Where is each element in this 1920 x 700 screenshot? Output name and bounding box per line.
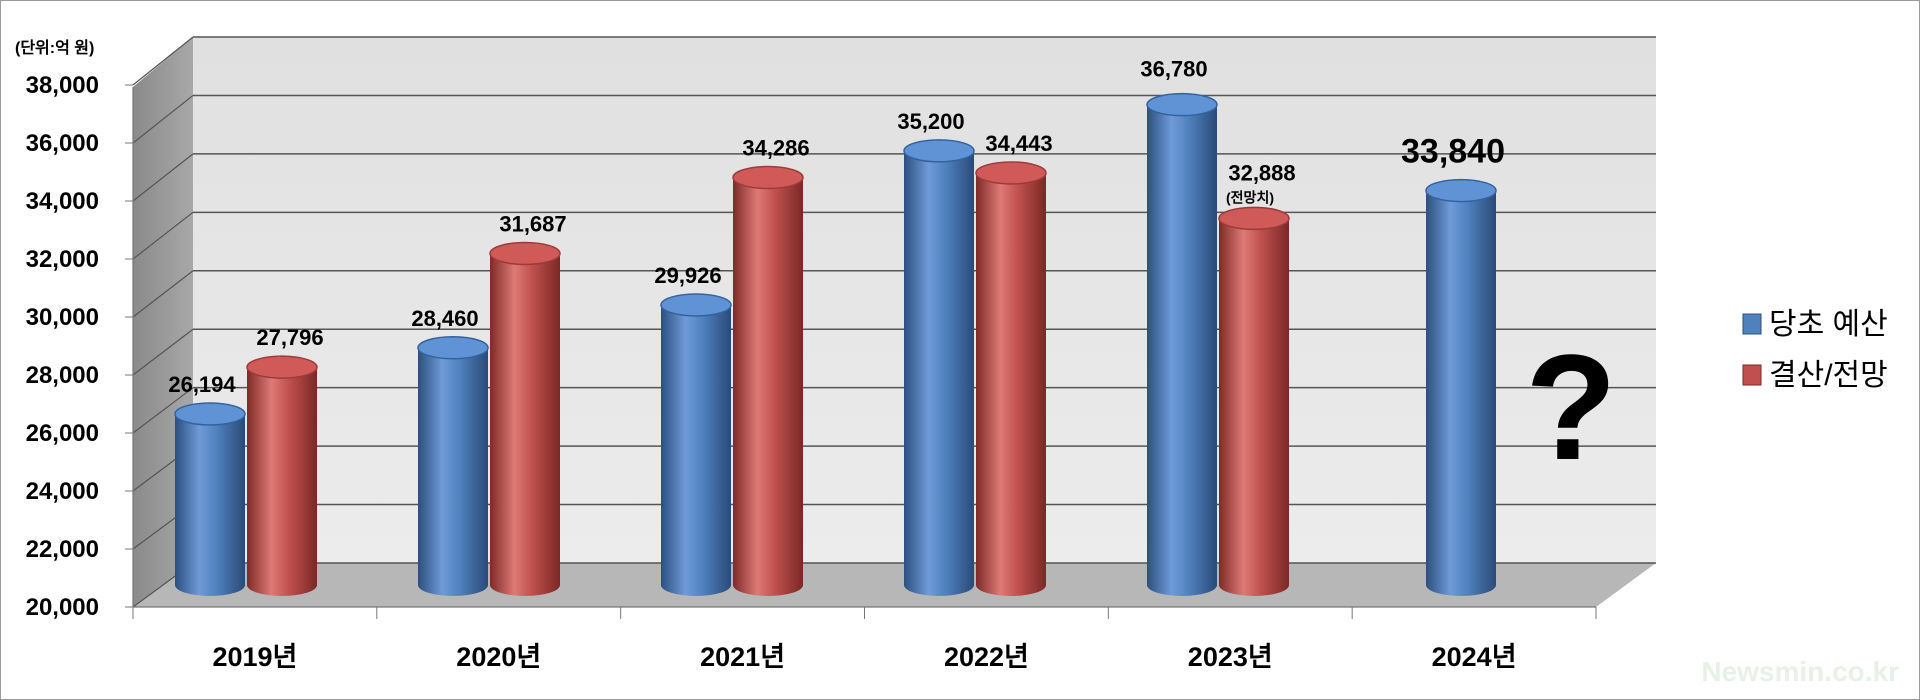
- bar-settlement-top: [975, 161, 1047, 185]
- x-tick-label: 2022년: [944, 642, 1029, 672]
- y-axis: 20,000 22,000 24,000 26,000 28,000 30,000 32,0…: [26, 72, 134, 621]
- legend-label-settlement: 결산/전망: [1769, 359, 1888, 392]
- x-axis: 2019년 2020년 2021년 2022년 2023년 2024년: [132, 606, 1597, 672]
- data-label: 32,888: [1228, 160, 1295, 185]
- forecast-note: (전망치): [1226, 189, 1274, 205]
- bar-budget-top: [1425, 178, 1497, 203]
- bar-settlement: [490, 253, 560, 596]
- gridline-side: [132, 270, 194, 318]
- bar-budget-top: [417, 336, 489, 360]
- legend-swatch-budget: [1742, 313, 1762, 335]
- bar-settlement: [1219, 218, 1289, 596]
- bar-budget-top: [1146, 92, 1218, 117]
- bar-settlement-top: [1218, 206, 1290, 231]
- y-tick-label: 26,000: [26, 420, 99, 447]
- gridline-side: [132, 36, 194, 86]
- data-label: 31,687: [499, 211, 566, 236]
- data-label: 28,460: [411, 306, 478, 331]
- bar-budget: [661, 304, 731, 596]
- question-mark: ?: [1525, 323, 1617, 491]
- bar-settlement-top: [489, 241, 561, 266]
- unit-label: (단위:억 원): [15, 38, 94, 57]
- x-tick-label: 2019년: [212, 642, 297, 672]
- bar-settlement-top: [732, 165, 804, 190]
- data-label: 27,796: [256, 325, 323, 350]
- y-tick-label: 38,000: [26, 72, 99, 99]
- y-tick-label: 24,000: [26, 478, 99, 505]
- bar-budget-top: [660, 293, 732, 317]
- watermark: Newsmin.co.kr: [1701, 656, 1899, 687]
- gridline-side: [132, 94, 194, 144]
- data-labels: 26,194 27,796 28,460 31,687 29,926 34,286 35,2…: [168, 57, 1505, 397]
- data-label: 36,780: [1140, 57, 1207, 82]
- data-label: 29,926: [654, 263, 721, 288]
- x-tick-label: 2021년: [700, 642, 785, 672]
- gridline-side: [132, 153, 194, 202]
- y-tick-label: 30,000: [26, 304, 99, 331]
- bar-budget-top: [174, 402, 246, 426]
- y-tick-label: 36,000: [26, 130, 99, 157]
- bar-budget: [175, 413, 245, 596]
- y-tick-label: 28,000: [26, 362, 99, 389]
- x-tick-label: 2023년: [1188, 642, 1273, 672]
- data-label: 34,443: [985, 131, 1052, 156]
- legend: 당초 예산 결산/전망: [1742, 308, 1888, 392]
- gridline-side: [132, 328, 194, 376]
- y-tick-label: 32,000: [26, 246, 99, 273]
- bar-budget: [1147, 104, 1217, 596]
- legend-swatch-settlement: [1742, 364, 1762, 386]
- bar-budget-top: [903, 139, 975, 163]
- bars: [174, 92, 1497, 597]
- bar-settlement: [733, 177, 803, 597]
- x-tick-label: 2024년: [1432, 642, 1517, 672]
- bar-budget: [418, 347, 488, 596]
- y-tick-label: 20,000: [26, 594, 99, 621]
- data-label: 26,194: [168, 372, 236, 397]
- data-label: 35,200: [897, 109, 964, 134]
- legend-label-budget: 당초 예산: [1769, 308, 1888, 341]
- bar-settlement: [976, 172, 1046, 596]
- x-tick-label: 2020년: [456, 642, 541, 672]
- bar-settlement-top: [246, 355, 318, 379]
- gridline-side: [132, 387, 194, 434]
- gridline-side: [132, 211, 194, 260]
- y-tick-label: 34,000: [26, 188, 99, 215]
- bar-budget: [904, 150, 974, 597]
- data-label: 33,840: [1401, 133, 1505, 171]
- y-tick-label: 22,000: [26, 536, 99, 563]
- bar-settlement: [247, 367, 317, 596]
- bar-budget: [1426, 190, 1496, 596]
- data-label: 34,286: [742, 136, 809, 161]
